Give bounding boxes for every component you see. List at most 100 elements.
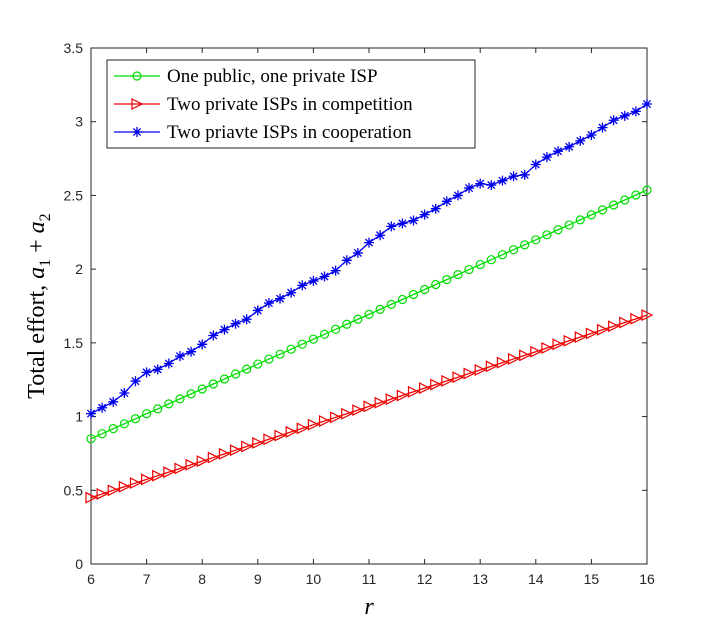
data-point <box>519 349 532 362</box>
legend: One public, one private ISP Two private I… <box>106 59 476 149</box>
data-point <box>553 146 564 157</box>
data-point <box>531 235 541 245</box>
data-point <box>319 329 330 339</box>
y-axis-title-text: Total effort, a1 + a2 <box>24 213 54 398</box>
data-point <box>386 221 397 232</box>
data-point <box>530 159 541 170</box>
data-point <box>185 458 198 471</box>
data-point <box>630 106 641 117</box>
data-point <box>175 394 185 404</box>
data-point <box>374 396 387 409</box>
x-tick-label: 12 <box>417 571 433 587</box>
data-point <box>274 429 287 442</box>
data-point <box>441 374 454 387</box>
data-point <box>552 338 565 351</box>
y-tick-label: 0 <box>75 556 83 572</box>
data-point <box>442 275 452 285</box>
data-point <box>86 434 96 444</box>
data-point <box>96 488 109 500</box>
y-axis-title-sub2: 2 <box>37 213 54 221</box>
y-tick-label: 3.5 <box>64 40 84 56</box>
data-point <box>608 115 619 126</box>
data-point <box>163 358 174 369</box>
data-point <box>286 344 296 354</box>
data-point <box>564 141 575 152</box>
data-point <box>197 384 207 394</box>
data-point <box>142 409 152 419</box>
data-point <box>130 414 141 424</box>
data-point <box>219 374 230 384</box>
legend-label: Two private ISPs in competition <box>167 94 413 115</box>
x-tick-label: 16 <box>639 571 655 587</box>
y-axis-title-plus: + <box>24 233 50 259</box>
data-point <box>608 320 620 333</box>
data-point <box>619 110 630 121</box>
data-point <box>285 425 298 438</box>
data-point <box>508 171 519 182</box>
legend-swatch-marker <box>132 71 142 81</box>
data-point <box>141 367 152 378</box>
data-point <box>364 309 374 320</box>
data-point <box>230 369 241 379</box>
data-point <box>441 196 452 207</box>
data-point <box>520 240 530 250</box>
data-point <box>530 345 543 358</box>
data-point <box>129 477 142 490</box>
data-point <box>430 203 441 214</box>
data-point <box>541 342 554 354</box>
data-point <box>118 480 131 493</box>
data-point <box>330 265 341 276</box>
data-point <box>308 334 318 344</box>
data-point <box>252 305 263 316</box>
data-point <box>241 440 254 453</box>
data-point <box>218 447 231 460</box>
data-point <box>597 122 608 133</box>
x-tick-label: 11 <box>362 571 377 587</box>
data-point <box>475 259 485 270</box>
data-point <box>397 218 408 229</box>
data-point <box>519 169 530 180</box>
data-point <box>331 324 341 334</box>
data-point <box>286 287 297 298</box>
data-point <box>609 200 619 210</box>
data-point <box>174 351 185 362</box>
series-circle <box>86 185 652 444</box>
x-tick-label: 9 <box>254 571 262 587</box>
data-point <box>575 135 586 146</box>
data-point <box>419 209 430 220</box>
x-tick-label: 15 <box>584 571 600 587</box>
data-point <box>630 312 643 325</box>
legend-box <box>106 59 476 149</box>
data-point <box>574 331 587 344</box>
y-axis-title-sub1: 1 <box>37 259 54 267</box>
data-point <box>275 349 285 359</box>
data-point <box>341 255 352 266</box>
data-point <box>464 264 474 275</box>
data-point <box>353 314 363 324</box>
data-point <box>130 376 141 387</box>
series-asterisk <box>86 99 652 419</box>
data-point <box>419 382 431 395</box>
data-point <box>642 99 652 110</box>
data-point <box>597 205 608 215</box>
y-tick-label: 1 <box>75 409 83 425</box>
y-axis-title: Total effort, a1 + a2 <box>24 213 54 398</box>
x-tick-label: 14 <box>528 571 544 587</box>
data-point <box>208 330 219 341</box>
data-point <box>264 354 274 364</box>
data-point <box>507 352 520 365</box>
data-point <box>563 334 576 347</box>
data-point <box>596 323 609 336</box>
data-point <box>486 180 497 191</box>
data-point <box>420 284 430 295</box>
data-point <box>375 304 385 314</box>
data-point <box>152 364 163 375</box>
y-axis-ticks: 0 0.5 1 1.5 2 2.5 3 3.5 <box>64 40 647 572</box>
data-point <box>430 378 443 391</box>
data-point <box>496 356 509 369</box>
x-tick-label: 6 <box>87 571 95 587</box>
y-tick-label: 2.5 <box>64 187 84 203</box>
legend-swatch-marker <box>131 98 144 110</box>
y-axis-title-label: Total effort, <box>24 279 50 399</box>
